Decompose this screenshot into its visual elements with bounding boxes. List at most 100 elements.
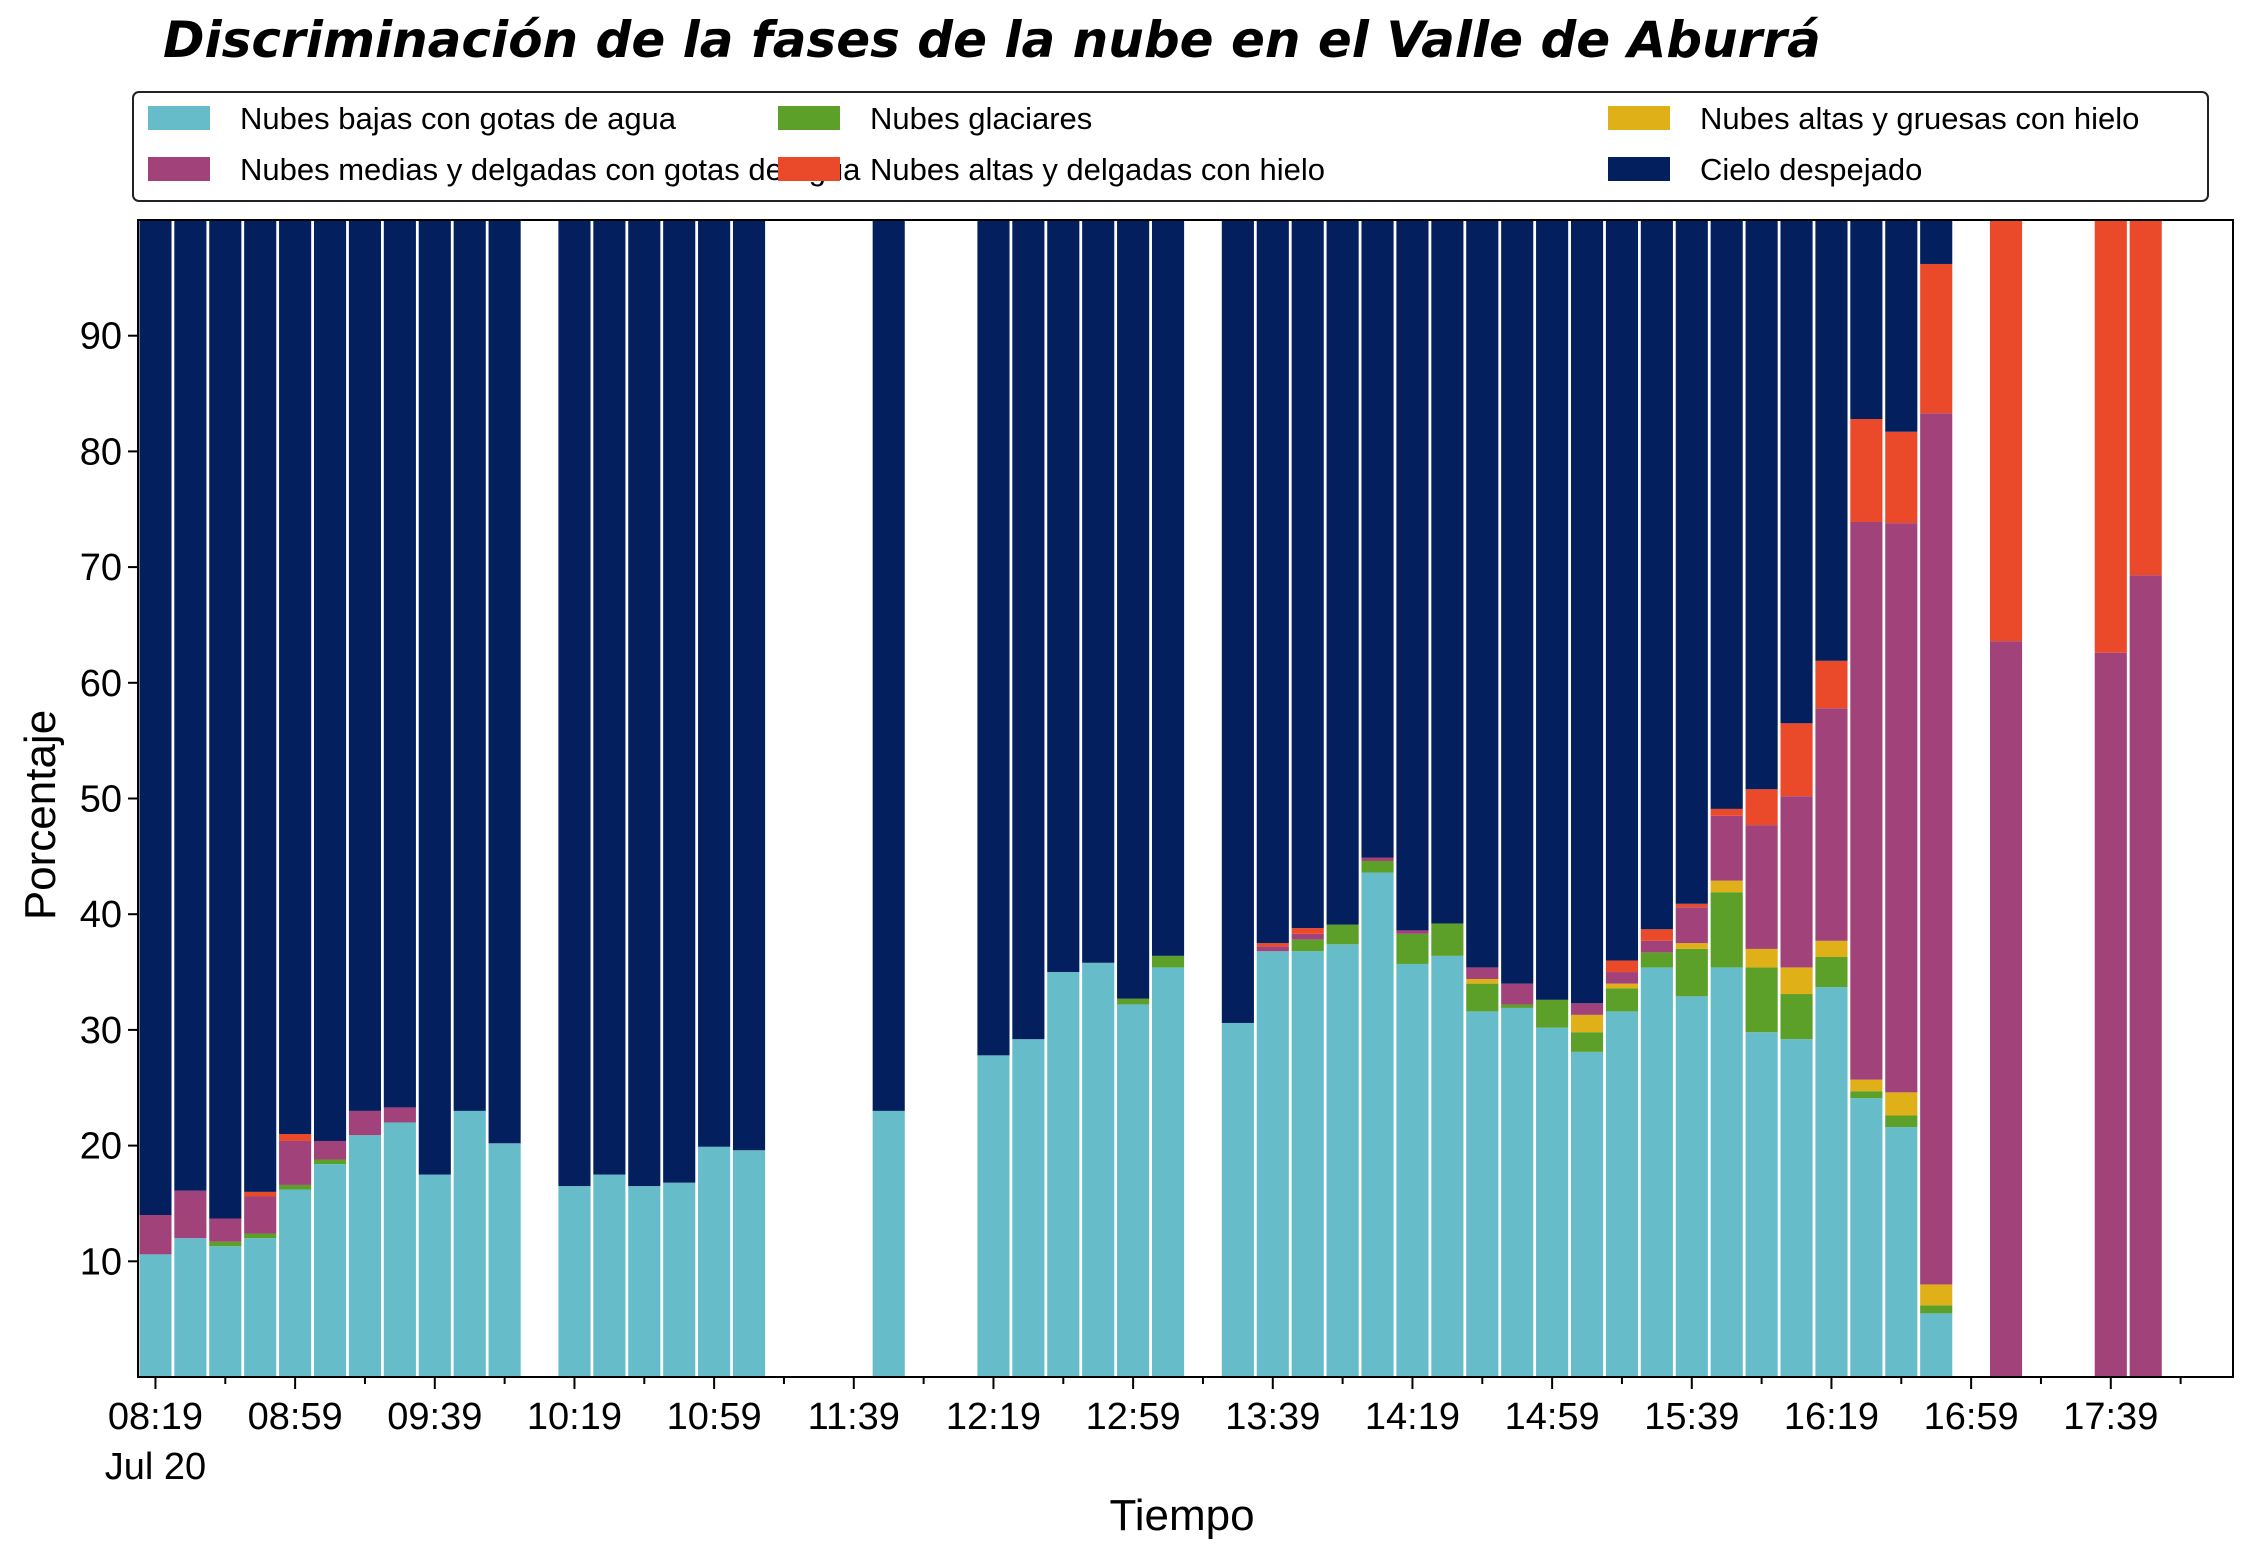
bar-segment-nubes-altas-y-delgadas-con-hielo (1780, 723, 1813, 797)
bar-segment-nubes-medias-y-delgadas-con-gotas-de-agua (1780, 796, 1813, 968)
bar-segment-cielo-despejado (1466, 220, 1499, 968)
x-tick-label: 15:39 (1644, 1396, 1739, 1438)
bar-segment-nubes-altas-y-delgadas-con-hielo (244, 1191, 277, 1197)
bar-segment-cielo-despejado (628, 220, 661, 1187)
bar-segment-nubes-medias-y-delgadas-con-gotas-de-agua (2094, 652, 2127, 1377)
bar-segment-nubes-bajas-con-gotas-de-agua (383, 1122, 416, 1377)
bar-segment-cielo-despejado (698, 220, 731, 1147)
bar-segment-nubes-bajas-con-gotas-de-agua (1920, 1313, 1953, 1377)
bar-segment-cielo-despejado (1885, 220, 1918, 432)
bar-segment-nubes-bajas-con-gotas-de-agua (1815, 987, 1848, 1377)
bar-segment-nubes-bajas-con-gotas-de-agua (1780, 1039, 1813, 1377)
bar-segment-cielo-despejado (1850, 220, 1883, 419)
x-tick-label: 08:19 (108, 1396, 203, 1438)
bar-segment-nubes-medias-y-delgadas-con-gotas-de-agua (2129, 575, 2162, 1377)
bar-segment-nubes-medias-y-delgadas-con-gotas-de-agua (313, 1140, 347, 1160)
bar-segment-nubes-bajas-con-gotas-de-agua (1082, 962, 1115, 1377)
bar-segment-nubes-bajas-con-gotas-de-agua (418, 1174, 451, 1377)
bar-segment-nubes-glaciares (1920, 1305, 1953, 1314)
bar-segment-nubes-altas-y-gruesas-con-hielo (1570, 1014, 1604, 1033)
bar-segment-nubes-bajas-con-gotas-de-agua (1710, 967, 1743, 1377)
bar-segment-cielo-despejado (1326, 220, 1359, 925)
bar-segment-nubes-glaciares (1326, 924, 1359, 945)
bar-segment-nubes-bajas-con-gotas-de-agua (977, 1055, 1010, 1377)
bar-segment-cielo-despejado (872, 220, 905, 1111)
bar-segment-nubes-altas-y-delgadas-con-hielo (1605, 960, 1639, 973)
legend: Nubes bajas con gotas de agua Nubes glaci… (132, 91, 2209, 202)
bar-segment-nubes-glaciares (1745, 967, 1778, 1033)
bar-segment-cielo-despejado (1745, 220, 1778, 790)
legend-label-nubes-altas-y-delgadas-con-hielo: Nubes altas y delgadas con hielo (870, 152, 1325, 187)
bar-segment-nubes-bajas-con-gotas-de-agua (698, 1146, 731, 1377)
bar-segment-nubes-glaciares (1570, 1032, 1604, 1052)
bar-segment-cielo-despejado (1780, 220, 1813, 724)
bar-segment-nubes-bajas-con-gotas-de-agua (1640, 967, 1673, 1377)
bar-segment-cielo-despejado (139, 220, 172, 1216)
y-tick-label: 30 (80, 1010, 122, 1052)
bar-segment-cielo-despejado (1640, 220, 1673, 930)
bar-segment-cielo-despejado (1047, 220, 1080, 973)
bar-segment-nubes-altas-y-delgadas-con-hielo (1745, 789, 1778, 826)
y-tick-label: 10 (80, 1241, 122, 1283)
x-tick-label: 12:19 (946, 1396, 1041, 1438)
bar-segment-nubes-altas-y-gruesas-con-hielo (1675, 943, 1708, 949)
bar-segment-nubes-bajas-con-gotas-de-agua (872, 1110, 905, 1377)
bar-segment-nubes-medias-y-delgadas-con-gotas-de-agua (1885, 523, 1918, 1093)
bar-segment-nubes-medias-y-delgadas-con-gotas-de-agua (174, 1190, 207, 1239)
bar-segment-nubes-bajas-con-gotas-de-agua (1605, 1011, 1639, 1377)
bar-segment-nubes-bajas-con-gotas-de-agua (348, 1135, 382, 1377)
legend-label-cielo-despejado: Cielo despejado (1700, 152, 1922, 187)
bar-segment-nubes-altas-y-gruesas-con-hielo (1466, 978, 1499, 984)
bar-segment-nubes-medias-y-delgadas-con-gotas-de-agua (1675, 907, 1708, 944)
bar-segment-cielo-despejado (1920, 220, 1953, 264)
bar-segment-nubes-glaciares (244, 1233, 277, 1239)
bar-segment-nubes-glaciares (1640, 952, 1673, 968)
bar-segment-cielo-despejado (977, 220, 1010, 1056)
bar-segment-nubes-glaciares (1885, 1115, 1918, 1128)
bar-segment-nubes-altas-y-gruesas-con-hielo (1745, 948, 1778, 968)
bar-segment-nubes-altas-y-delgadas-con-hielo (1675, 903, 1708, 908)
bar-segment-nubes-medias-y-delgadas-con-gotas-de-agua (1640, 940, 1673, 953)
bar-segment-cielo-despejado (1815, 220, 1848, 661)
bar-segment-nubes-glaciares (279, 1184, 312, 1190)
bar-segment-nubes-glaciares (1605, 988, 1639, 1012)
bar-segment-nubes-medias-y-delgadas-con-gotas-de-agua (1850, 521, 1883, 1080)
bar-segment-cielo-despejado (1501, 220, 1534, 984)
bar-segment-nubes-altas-y-gruesas-con-hielo (1850, 1079, 1883, 1092)
plot-frame (137, 219, 2234, 1378)
bar-segment-nubes-glaciares (1431, 923, 1464, 956)
bar-segment-nubes-altas-y-gruesas-con-hielo (1885, 1092, 1918, 1116)
x-tick-label: 16:59 (1924, 1396, 2019, 1438)
bar-segment-nubes-altas-y-delgadas-con-hielo (279, 1134, 312, 1141)
bar-segment-nubes-bajas-con-gotas-de-agua (1326, 944, 1359, 1377)
bar-segment-nubes-bajas-con-gotas-de-agua (139, 1254, 172, 1377)
legend-frame (132, 91, 2209, 202)
x-tick-label: 10:59 (667, 1396, 762, 1438)
x-tick-label: 08:59 (248, 1396, 343, 1438)
bar-segment-nubes-bajas-con-gotas-de-agua (1501, 1007, 1534, 1377)
x-tick-label: 16:19 (1784, 1396, 1879, 1438)
x-axis-label: Tiempo (1109, 1491, 1254, 1540)
bar-segment-nubes-altas-y-gruesas-con-hielo (1920, 1284, 1953, 1306)
bar-segment-cielo-despejado (279, 220, 312, 1135)
bar-segment-nubes-bajas-con-gotas-de-agua (593, 1174, 626, 1377)
bar-segment-nubes-medias-y-delgadas-con-gotas-de-agua (279, 1140, 312, 1185)
bar-segment-cielo-despejado (313, 220, 347, 1141)
bar-segment-cielo-despejado (1291, 220, 1324, 929)
bar-segment-cielo-despejado (1605, 220, 1639, 961)
bar-segment-nubes-glaciares (1117, 998, 1150, 1005)
bar-segment-nubes-bajas-con-gotas-de-agua (1221, 1022, 1254, 1377)
bar-segment-nubes-bajas-con-gotas-de-agua (1570, 1051, 1604, 1377)
bar-segment-nubes-bajas-con-gotas-de-agua (1536, 1027, 1569, 1377)
bar-segment-nubes-altas-y-delgadas-con-hielo (1885, 431, 1918, 524)
legend-swatch-nubes-medias-y-delgadas-con-gotas-de-agua (148, 157, 210, 181)
bar-segment-cielo-despejado (1361, 220, 1394, 858)
x-tick-label: 10:19 (527, 1396, 622, 1438)
bar-segment-nubes-bajas-con-gotas-de-agua (1151, 967, 1185, 1377)
bar-segment-nubes-bajas-con-gotas-de-agua (313, 1164, 347, 1377)
y-tick-label: 40 (80, 894, 122, 936)
bar-segment-nubes-altas-y-delgadas-con-hielo (1291, 928, 1324, 934)
legend-swatch-nubes-altas-y-gruesas-con-hielo (1608, 106, 1670, 130)
x-tick-label: 12:59 (1086, 1396, 1181, 1438)
axes: 10 20 30 40 50 60 70 80 90 08:19 08:59 09:39 10:19 10… (80, 219, 2234, 1488)
